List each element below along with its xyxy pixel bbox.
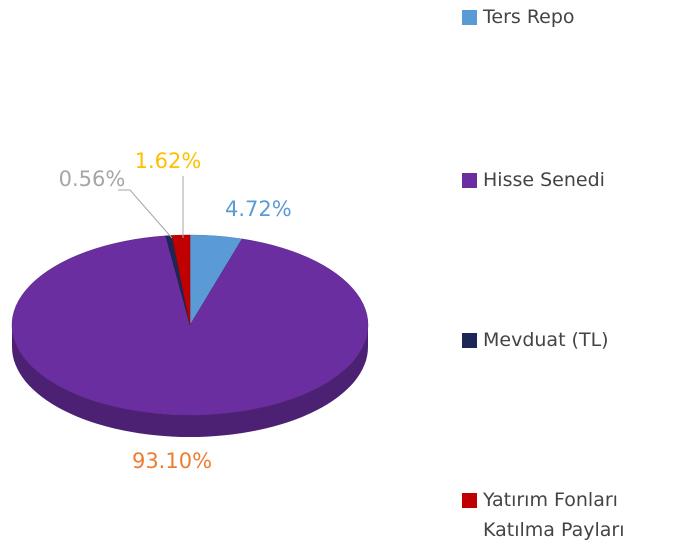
slice	[171, 234, 191, 326]
legend-swatch	[462, 173, 477, 188]
data-label: 1.62%	[135, 149, 202, 173]
leader-line	[118, 189, 173, 239]
slice-side	[12, 325, 368, 437]
legend-swatch	[462, 333, 477, 348]
legend-item: Ters Repo	[462, 2, 667, 32]
slice	[11, 235, 369, 416]
legend-label: Hisse Senedi	[483, 169, 605, 191]
legend-item: Mevduat (TL)	[462, 325, 667, 355]
legend-swatch	[462, 493, 477, 508]
data-label: 4.72%	[225, 197, 292, 221]
data-label: 0.56%	[59, 167, 126, 191]
legend-item: Hisse Senedi	[462, 165, 667, 195]
legend-swatch	[462, 10, 477, 25]
data-label: 93.10%	[132, 449, 212, 473]
legend-item: Yatırım Fonları Katılma Payları	[462, 485, 667, 545]
legend-label: Ters Repo	[483, 6, 575, 28]
legend-label: Yatırım Fonları Katılma Payları	[483, 489, 625, 541]
legend-label: Mevduat (TL)	[483, 329, 609, 351]
